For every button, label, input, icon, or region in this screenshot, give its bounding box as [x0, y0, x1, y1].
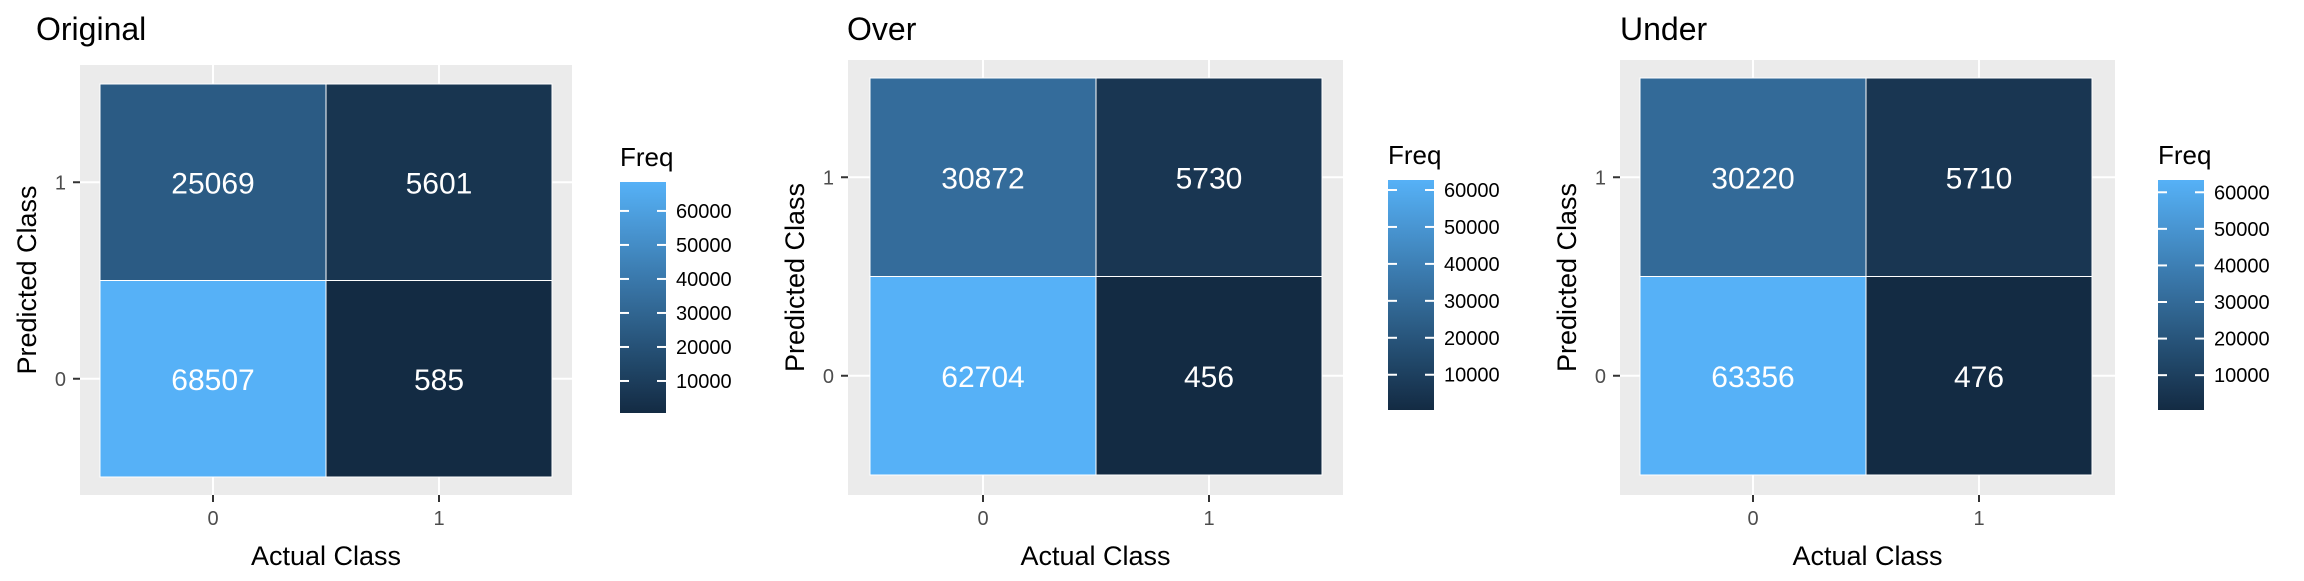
legend-tick-label: 60000	[2214, 182, 2270, 204]
cell-value-label: 25069	[171, 167, 254, 200]
y-tick-label: 0	[55, 369, 66, 391]
legend-tick-label: 50000	[1444, 217, 1500, 239]
y-axis-title: Predicted Class	[780, 183, 810, 372]
legend-colorbar	[1388, 180, 1434, 410]
legend: Freq 10000 20000 30000 40000 50000 60000	[620, 142, 732, 413]
cell-value-label: 456	[1184, 361, 1234, 394]
cell-value-label: 5730	[1176, 162, 1243, 195]
legend-title: Freq	[1388, 140, 1441, 170]
legend-tick-label: 30000	[676, 303, 732, 325]
y-tick-label: 0	[823, 366, 834, 388]
heatmap-cell	[325, 280, 553, 478]
legend-tick-label: 10000	[676, 371, 732, 393]
heatmap-cell	[325, 83, 553, 281]
legend: Freq 10000 20000 30000 40000 50000 60000	[2158, 140, 2270, 410]
heatmap-cell	[99, 280, 327, 478]
legend-colorbar	[2158, 180, 2204, 410]
chart-title: Original	[36, 11, 146, 47]
heatmap-cell	[1865, 77, 2093, 277]
y-axis-title: Predicted Class	[1552, 183, 1582, 372]
legend: Freq 10000 20000 30000 40000 50000 60000	[1388, 140, 1500, 410]
cell-value-label: 30220	[1711, 162, 1794, 195]
legend-tick-label: 10000	[1444, 365, 1500, 387]
legend-tick-label: 20000	[1444, 328, 1500, 350]
legend-colorbar	[620, 182, 666, 413]
y-tick-label: 1	[55, 172, 66, 194]
legend-tick-label: 50000	[2214, 219, 2270, 241]
heatmap-cell	[869, 77, 1097, 277]
heatmap-cell	[869, 276, 1097, 476]
y-axis-title: Predicted Class	[12, 185, 42, 374]
cell-value-label: 30872	[941, 162, 1024, 195]
heatmap-cell	[1095, 77, 1323, 277]
legend-tick-label: 30000	[2214, 292, 2270, 314]
x-tick-label: 1	[433, 508, 444, 530]
legend-tick-label: 60000	[676, 201, 732, 223]
legend-tick-label: 30000	[1444, 291, 1500, 313]
x-axis-title: Actual Class	[1020, 541, 1170, 571]
legend-tick-label: 60000	[1444, 180, 1500, 202]
cell-value-label: 5710	[1946, 162, 2013, 195]
chart-panel-under: Under 30220 5710 63356 476 0 1 0 1 Actual Class Pr…	[1552, 11, 2270, 571]
cell-value-label: 68507	[171, 364, 254, 397]
legend-tick-label: 20000	[676, 337, 732, 359]
x-tick-label: 0	[207, 508, 218, 530]
heatmap-cell	[1095, 276, 1323, 476]
x-tick-label: 0	[977, 508, 988, 530]
chart-title: Under	[1620, 11, 1708, 47]
cell-value-label: 585	[414, 364, 464, 397]
x-tick-label: 1	[1973, 508, 1984, 530]
heatmap-cell	[1639, 276, 1867, 476]
y-tick-label: 1	[823, 167, 834, 189]
y-tick-label: 1	[1595, 167, 1606, 189]
chart-panel-original: Original 25069 5601 68507 585 0 1 0 1 Actual Clas…	[12, 11, 732, 571]
legend-title: Freq	[620, 142, 673, 172]
legend-tick-label: 40000	[2214, 255, 2270, 277]
x-axis-title: Actual Class	[1792, 541, 1942, 571]
cell-value-label: 62704	[941, 361, 1024, 394]
x-tick-label: 1	[1203, 508, 1214, 530]
legend-title: Freq	[2158, 140, 2211, 170]
legend-tick-label: 50000	[676, 235, 732, 257]
heatmap-cell	[1865, 276, 2093, 476]
y-tick-label: 0	[1595, 366, 1606, 388]
chart-panel-over: Over 30872 5730 62704 456 0 1 0 1 Actual Class Pre…	[780, 11, 1500, 571]
legend-tick-label: 20000	[2214, 329, 2270, 351]
cell-value-label: 63356	[1711, 361, 1794, 394]
chart-title: Over	[847, 11, 917, 47]
legend-tick-label: 10000	[2214, 365, 2270, 387]
legend-tick-label: 40000	[676, 269, 732, 291]
x-tick-label: 0	[1747, 508, 1758, 530]
x-axis-title: Actual Class	[251, 541, 401, 571]
legend-tick-label: 40000	[1444, 254, 1500, 276]
cell-value-label: 476	[1954, 361, 2004, 394]
cell-value-label: 5601	[406, 167, 473, 200]
